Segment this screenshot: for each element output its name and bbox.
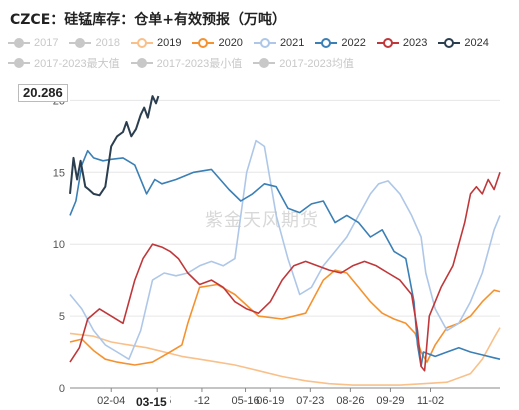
line-circle-icon <box>8 57 30 69</box>
legend: 2017 2018 2019 2020 2021 2022 2023 2024 2017-20… <box>8 33 518 73</box>
line-circle-icon <box>69 37 92 49</box>
x-tick-label: 11-02 <box>417 395 444 407</box>
line-circle-icon <box>253 57 276 69</box>
y-tick-label: 5 <box>59 311 65 323</box>
series-line-2024 <box>69 95 160 197</box>
x-tick-label: 06-19 <box>256 395 284 407</box>
legend-item-2020[interactable]: 2020 <box>192 37 243 49</box>
legend-item-2017[interactable]: 2017 <box>8 37 58 49</box>
x-tick-label: 08-26 <box>336 395 364 407</box>
watermark: 紫金天风期货 <box>205 210 319 231</box>
series-line-2020 <box>69 269 501 366</box>
legend-item-2017-2023均值[interactable]: 2017-2023均值 <box>253 55 354 71</box>
legend-label: 2023 <box>402 37 428 49</box>
legend-label: 2024 <box>464 37 489 49</box>
legend-label: 2019 <box>156 37 182 49</box>
chart-title: CZCE：硅锰库存：仓单+有效预报（万吨） <box>10 12 286 28</box>
line-circle-icon <box>315 37 338 49</box>
x-tick-label: -12 <box>194 395 210 407</box>
line-circle-icon <box>8 37 30 49</box>
legend-item-2017-2023最大值[interactable]: 2017-2023最大值 <box>8 55 120 71</box>
legend-label: 2017-2023均值 <box>279 58 354 70</box>
series-line-2022 <box>69 149 501 368</box>
line-circle-icon <box>130 57 153 69</box>
legend-label: 2020 <box>218 37 243 49</box>
y-tick-label: 0 <box>59 383 65 395</box>
legend-item-2019[interactable]: 2019 <box>130 37 182 49</box>
line-circle-icon <box>130 37 153 49</box>
x-tick-label: 07-23 <box>296 395 324 407</box>
tooltip-date: 03-15 <box>133 395 170 409</box>
series-line-2023 <box>69 172 501 372</box>
legend-label: 2018 <box>95 37 120 49</box>
legend-label: 2021 <box>279 37 305 49</box>
series-line-2019 <box>69 327 501 386</box>
legend-label: 2017-2023最大值 <box>34 58 120 70</box>
legend-label: 2022 <box>341 37 366 49</box>
x-tick-label: 09-29 <box>376 395 404 407</box>
legend-item-2023[interactable]: 2023 <box>376 37 428 49</box>
line-circle-icon <box>253 37 276 49</box>
legend-row-2: 2017-2023最大值 2017-2023最小值 2017-2023均值 <box>8 53 518 73</box>
y-tick-label: 10 <box>53 239 65 251</box>
legend-item-2024[interactable]: 2024 <box>438 37 489 49</box>
line-circle-icon <box>192 37 215 49</box>
line-circle-icon <box>376 37 399 49</box>
legend-item-2021[interactable]: 2021 <box>253 37 305 49</box>
legend-label: 2017-2023最小值 <box>156 58 243 70</box>
legend-item-2022[interactable]: 2022 <box>315 37 366 49</box>
x-tick-label: 02-04 <box>97 395 125 407</box>
tooltip-value: 20.286 <box>18 84 68 102</box>
line-circle-icon <box>438 37 461 49</box>
series-line-2021 <box>69 139 501 361</box>
legend-item-2018[interactable]: 2018 <box>69 37 120 49</box>
legend-row-1: 2017 2018 2019 2020 2021 2022 2023 2024 <box>8 33 518 53</box>
legend-label: 2017 <box>34 37 59 49</box>
x-tick-label: 05-16 <box>231 395 259 407</box>
y-tick-label: 15 <box>53 167 65 179</box>
legend-item-2017-2023最小值[interactable]: 2017-2023最小值 <box>130 55 243 71</box>
